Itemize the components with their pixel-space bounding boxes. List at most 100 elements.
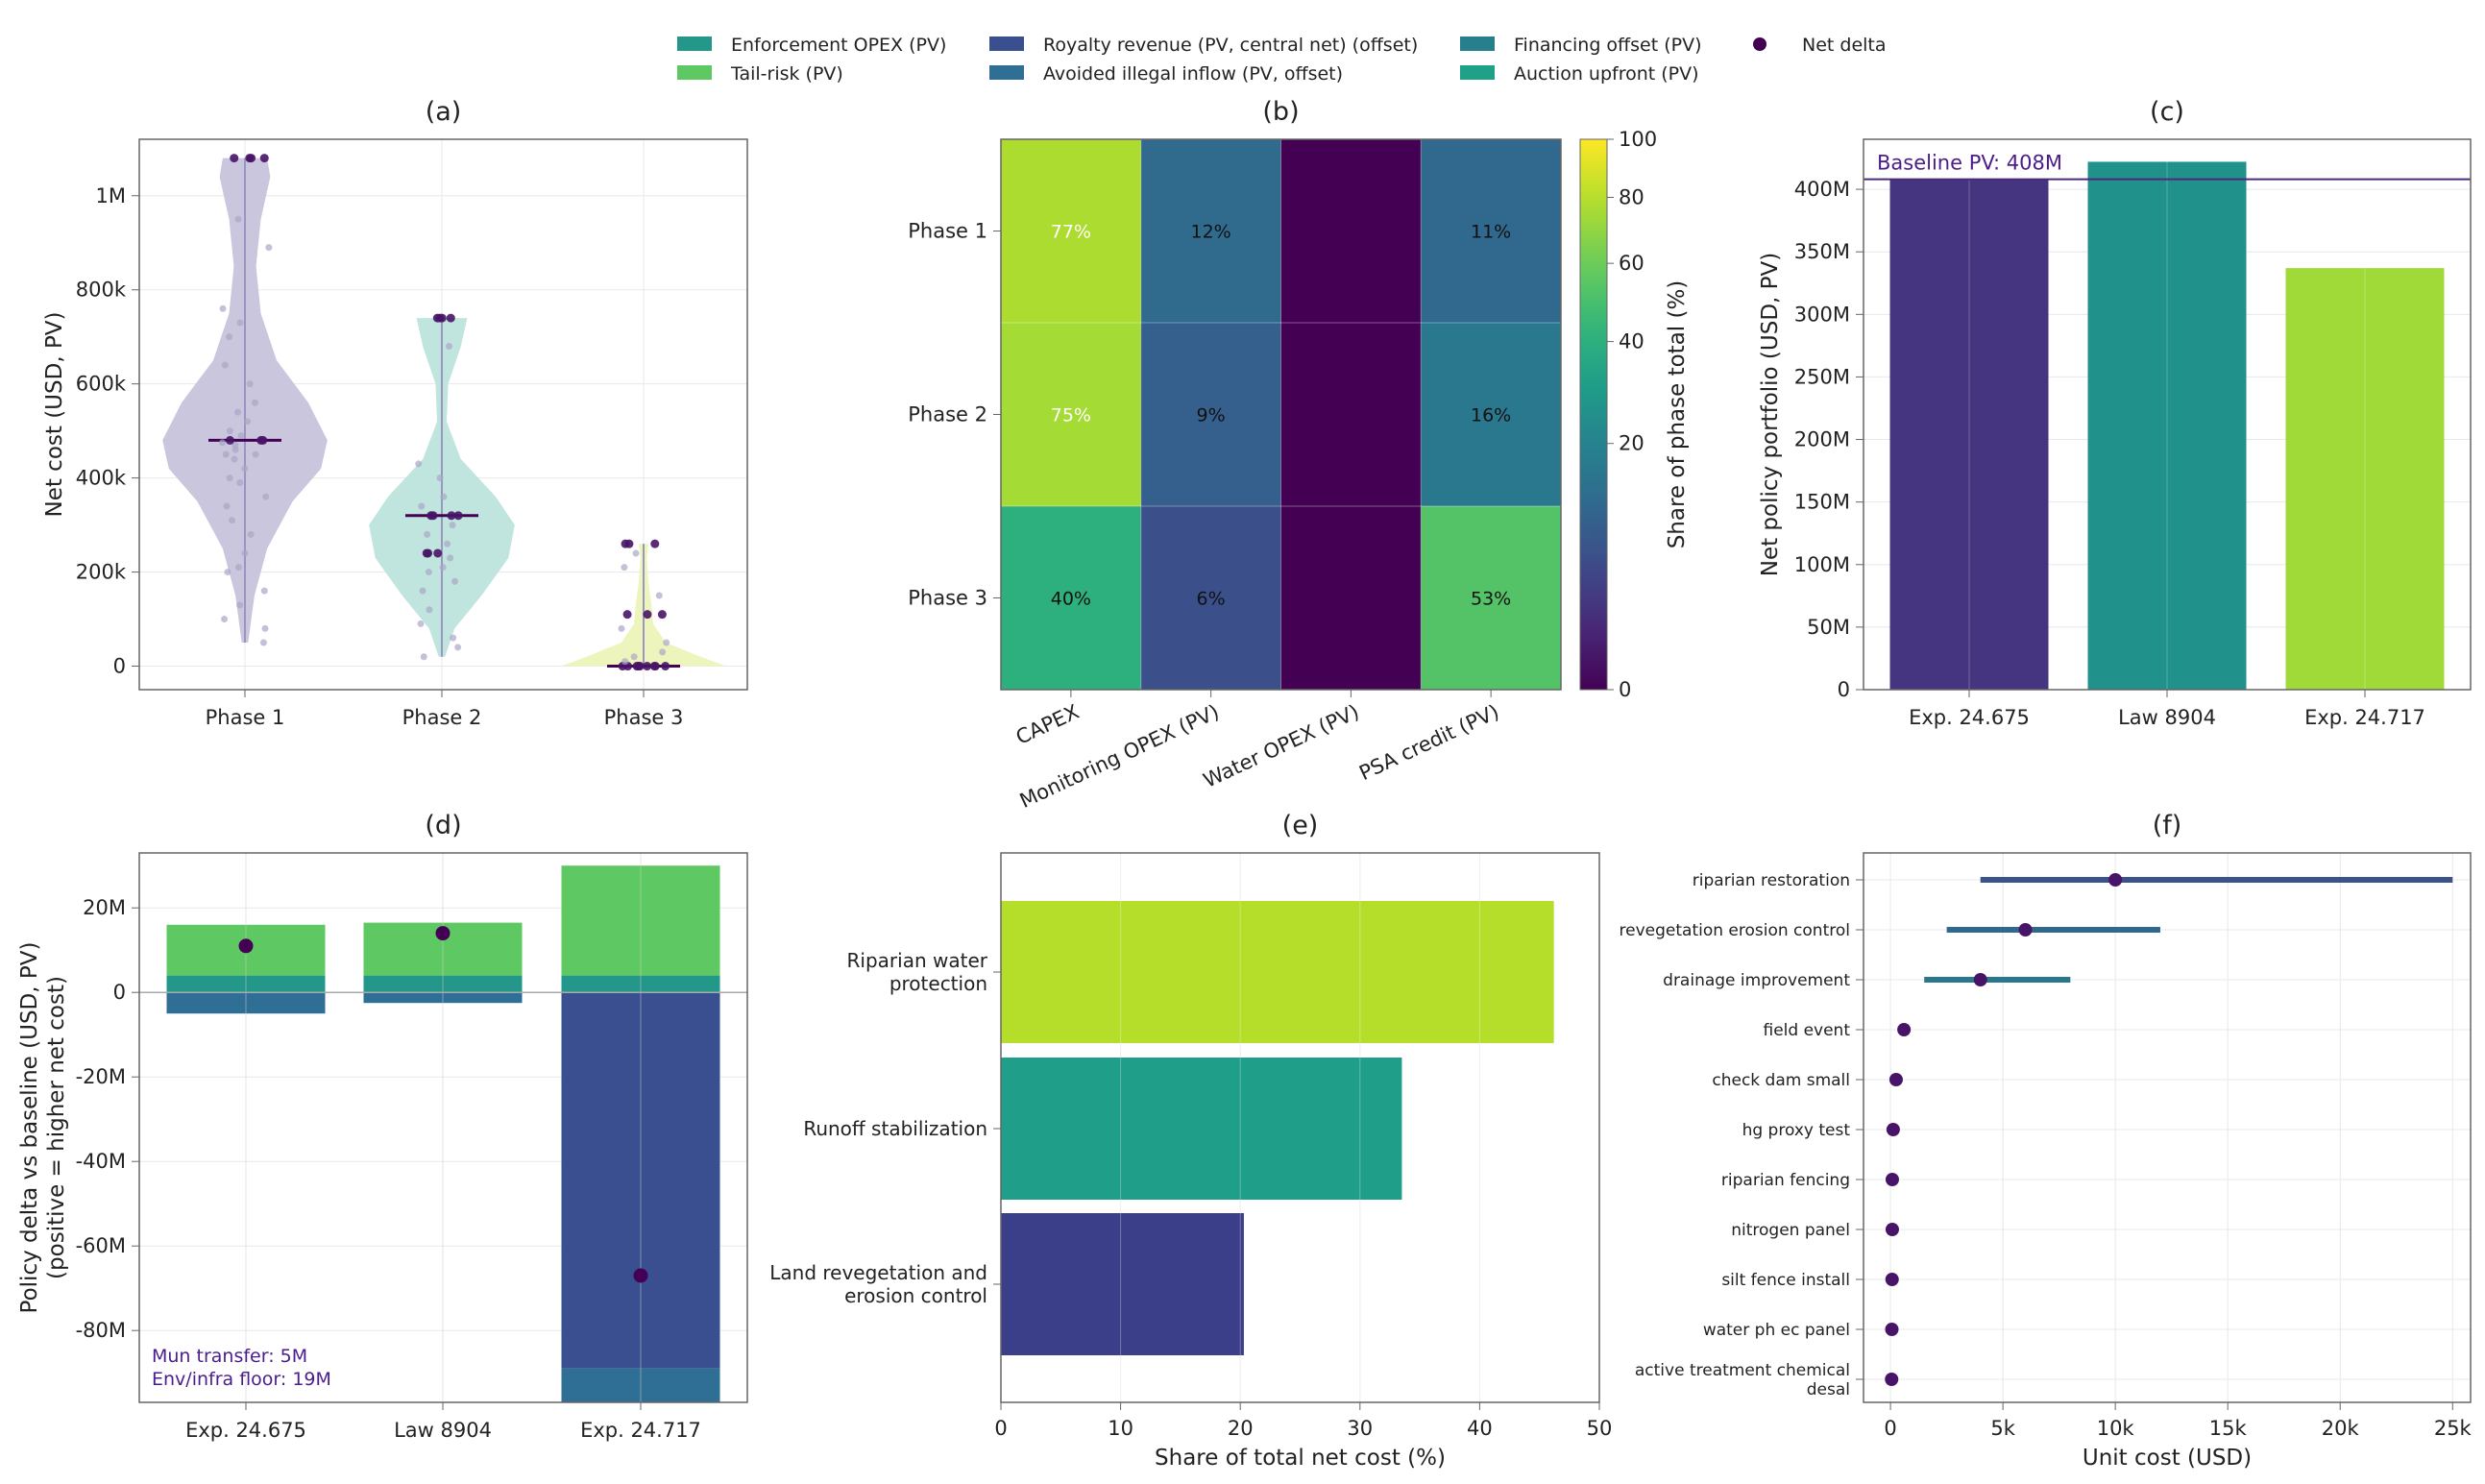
f-category-label: hg proxy test	[1742, 1121, 1851, 1140]
heatmap-cell	[1421, 139, 1562, 324]
heatmap-cell-label: 16%	[1471, 405, 1511, 426]
violin-point	[643, 610, 652, 620]
d-ytick-label: -20M	[76, 1065, 126, 1088]
heatmap-cell-label: 6%	[1197, 589, 1226, 610]
violin-point	[259, 639, 267, 646]
violin-point	[453, 511, 463, 521]
c-frame	[1863, 138, 2472, 691]
d-ytick-label: 20M	[83, 896, 126, 919]
violin-point	[225, 435, 234, 445]
a-xtick-label: Phase 1	[206, 706, 285, 729]
legend-swatch-5	[1460, 65, 1495, 80]
violin-point	[221, 616, 229, 623]
c-ytick-label: 0	[1838, 678, 1850, 701]
violin-point	[624, 539, 634, 548]
e-category-label: erosion control	[844, 1284, 987, 1307]
e-bar-1	[1001, 901, 1554, 1043]
colorbar-tick-label: 100	[1619, 128, 1657, 151]
violin-point	[260, 587, 268, 595]
f-category-label: water ph ec panel	[1703, 1321, 1850, 1340]
violin-point	[265, 244, 273, 252]
legend-label-2: Royalty revenue (PV, central net) (offse…	[1043, 35, 1418, 56]
e-xtick-label: 0	[994, 1417, 1007, 1440]
violin-point	[649, 662, 659, 671]
colorbar-tick-label: 40	[1619, 330, 1644, 353]
c-bar-1	[1889, 179, 2049, 690]
f-xtick-label: 25k	[2434, 1417, 2473, 1440]
f-xlabel: Unit cost (USD)	[2083, 1446, 2252, 1471]
e-xtick-label: 20	[1228, 1417, 1254, 1440]
b-frame	[1000, 138, 1562, 691]
c-ytick-label: 400M	[1794, 178, 1850, 201]
a-xtick-label: Phase 2	[402, 706, 482, 729]
violin-point	[236, 479, 244, 487]
violin-point	[234, 564, 242, 572]
violin-point	[621, 658, 629, 666]
violin-point	[230, 154, 239, 163]
violin-point	[621, 564, 628, 572]
colorbar	[1579, 138, 1608, 691]
violin-point	[256, 435, 266, 445]
d-net-delta-dot	[435, 926, 451, 941]
panel-d-stacked-bar-chart: 20M 0 -20M -40M -60M -80M Exp. 24.675 Law 8904 E…	[17, 811, 748, 1442]
heatmap-cell-label: 11%	[1471, 222, 1511, 243]
a-ylabel: Net cost (USD, PV)	[42, 311, 67, 517]
e-xtick-label: 10	[1108, 1417, 1133, 1440]
d-annotation-1: Mun transfer: 5M	[152, 1346, 307, 1367]
f-point	[2018, 923, 2033, 937]
violin-point	[439, 564, 447, 572]
violin-point	[234, 408, 242, 416]
c-ytick-label: 100M	[1794, 553, 1850, 576]
heatmap-cell	[1140, 323, 1281, 507]
d-net-delta-dot	[238, 938, 254, 954]
violin-point	[241, 549, 249, 557]
d-xtick-label: Exp. 24.717	[580, 1419, 701, 1442]
violin-point	[650, 539, 660, 548]
f-point	[1885, 1323, 1899, 1336]
violin-point	[231, 446, 239, 453]
a-frame	[138, 138, 748, 691]
f-point	[2108, 873, 2123, 887]
f-category-label: field event	[1763, 1021, 1850, 1040]
violin-point	[663, 639, 670, 646]
violin-point	[226, 474, 233, 482]
e-frame	[1000, 852, 1600, 1403]
colorbar-tick-label: 60	[1619, 252, 1644, 275]
c-bar-3	[2285, 268, 2445, 690]
heatmap-cell-label: 77%	[1051, 222, 1091, 243]
b-col-label: CAPEX	[1012, 700, 1083, 749]
a-ytick-label: 600k	[76, 373, 127, 396]
panel-c-bar-chart: 0 50M 100M 150M 200M 250M 300M 350M 400M Exp. 24.…	[1758, 97, 2472, 729]
a-ytick-label: 800k	[76, 279, 127, 302]
heatmap-cell	[1280, 139, 1422, 324]
violin-point	[630, 653, 638, 661]
a-title: (a)	[426, 97, 462, 127]
f-point	[1897, 1023, 1912, 1036]
violin-point	[259, 154, 269, 163]
violin-point	[643, 662, 652, 671]
f-title: (f)	[2153, 811, 2182, 840]
violin-point	[420, 653, 427, 661]
violin-point	[632, 549, 640, 557]
heatmap-cell-label: 75%	[1051, 405, 1091, 426]
f-xtick-label: 5k	[1990, 1417, 2015, 1440]
violin-point	[418, 502, 426, 510]
c-title: (c)	[2150, 97, 2184, 127]
c-xtick-label: Exp. 24.675	[1909, 706, 2030, 729]
e-xtick-label: 40	[1467, 1417, 1493, 1440]
f-frame	[1863, 852, 2472, 1403]
heatmap-cell	[1140, 139, 1281, 324]
d-xtick-label: Exp. 24.675	[185, 1419, 306, 1442]
d-xtick-label: Law 8904	[394, 1419, 492, 1442]
violin-point	[236, 319, 244, 327]
violin-point	[247, 530, 255, 538]
violin-point	[446, 342, 453, 350]
violin-point	[417, 620, 425, 627]
b-row-label: Phase 2	[908, 403, 987, 426]
heatmap-cell-label: 9%	[1197, 405, 1226, 426]
d-ytick-label: -60M	[76, 1234, 126, 1257]
f-xtick-label: 10k	[2097, 1417, 2135, 1440]
colorbar-tick-label: 0	[1619, 678, 1631, 701]
